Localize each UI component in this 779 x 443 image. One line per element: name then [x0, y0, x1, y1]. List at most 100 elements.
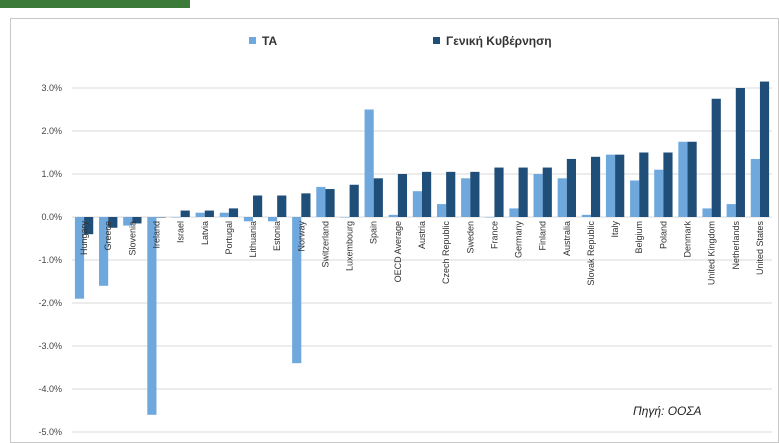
source-note: Πηγή: ΟΟΣΑ — [633, 404, 702, 418]
category-label: Denmark — [683, 221, 693, 258]
bar-general-government — [204, 210, 214, 217]
y-tick-label: -4.0% — [38, 384, 62, 394]
bar-general-government — [397, 174, 408, 217]
grid-lines — [72, 87, 772, 433]
legend-swatch-general-government — [433, 37, 440, 44]
legend: TA Γενική Κυβέρνηση — [249, 34, 552, 48]
bar-general-government — [84, 217, 94, 235]
category-label: Greece — [103, 221, 113, 251]
bar-general-government — [228, 208, 239, 217]
bar-ta — [316, 186, 326, 217]
category-label: Estonia — [272, 221, 282, 251]
category-label: Latvia — [200, 221, 210, 245]
bar-ta — [726, 204, 736, 217]
bar-ta — [702, 208, 712, 217]
bar-ta — [412, 191, 422, 217]
bar-general-government — [687, 141, 697, 217]
bar-ta — [123, 217, 133, 226]
bar-ta — [678, 141, 688, 217]
category-label: Germany — [514, 221, 524, 259]
bar-ta — [605, 154, 616, 217]
bar-general-government — [542, 167, 552, 217]
y-tick-label: 2.0% — [41, 126, 62, 136]
bar-ta — [243, 217, 254, 222]
bar-ta — [533, 174, 543, 217]
bar-ta — [630, 180, 640, 217]
bar-general-government — [639, 152, 649, 217]
bar-ta — [219, 212, 229, 217]
legend-label-general-government: Γενική Κυβέρνηση — [446, 34, 552, 48]
header-bar — [0, 0, 190, 8]
bar-general-government — [615, 154, 625, 217]
bar-ta — [750, 158, 760, 217]
bar-general-government — [494, 167, 504, 217]
category-label: Lithuania — [248, 221, 258, 258]
category-label: Sweden — [465, 221, 475, 254]
legend-swatch-ta — [249, 37, 256, 44]
bar-general-government — [325, 189, 335, 217]
legend-label-ta: TA — [262, 34, 277, 48]
chart-frame — [10, 18, 779, 443]
category-labels: Hungary Greece Slovenia Ireland Israel Latvia… — [79, 220, 765, 285]
category-label: Slovak Republic — [586, 221, 596, 286]
bar-general-government — [156, 217, 166, 218]
y-tick-label: 3.0% — [41, 83, 62, 93]
y-tick-label: -1.0% — [38, 255, 62, 265]
y-tick-label: -3.0% — [38, 341, 62, 351]
category-label: Czech Republic — [441, 221, 451, 285]
bar-general-government — [446, 171, 456, 217]
bar-ta — [268, 217, 278, 222]
category-label: Netherlands — [731, 220, 741, 269]
category-label: Poland — [658, 221, 668, 249]
y-tick-label: -2.0% — [38, 298, 62, 308]
bar-ta — [388, 214, 398, 217]
category-label: Italy — [610, 221, 620, 238]
category-label: Luxembourg — [345, 221, 355, 271]
bar-general-government — [132, 217, 142, 224]
bar-ta — [436, 204, 447, 217]
bar-general-government — [663, 152, 673, 217]
bar-ta — [485, 217, 495, 218]
category-label: France — [489, 221, 499, 249]
bar-ta — [74, 217, 85, 299]
bar-general-government — [349, 184, 359, 217]
y-tick-label: 1.0% — [41, 169, 62, 179]
bar-general-government — [108, 217, 118, 228]
bar-general-government — [518, 167, 528, 217]
bar-general-government — [735, 88, 745, 217]
category-label: Israel — [176, 221, 186, 243]
category-label: Ireland — [151, 221, 161, 249]
category-label: Slovenia — [127, 221, 137, 256]
bar-ta — [292, 217, 302, 364]
bar-general-government — [422, 171, 432, 217]
bar-general-government — [373, 178, 383, 217]
bar-general-government — [711, 98, 721, 217]
category-label: Portugal — [224, 221, 234, 255]
bar-ta — [99, 217, 109, 286]
category-label: Austria — [417, 221, 427, 249]
y-tick-label: 0.0% — [41, 212, 62, 222]
category-label: Norway — [296, 221, 306, 252]
bar-general-government — [590, 156, 601, 217]
category-label: Finland — [538, 221, 548, 251]
bar-general-government — [301, 193, 311, 217]
category-label: Spain — [369, 221, 379, 244]
category-label: Australia — [562, 221, 572, 256]
bars — [74, 81, 770, 415]
bar-general-government — [253, 195, 263, 217]
category-label: United Kingdom — [707, 221, 717, 285]
bar-ta — [509, 208, 519, 217]
bar-ta — [171, 217, 181, 218]
category-label: United States — [755, 220, 765, 275]
bar-general-government — [180, 210, 190, 217]
bar-ta — [654, 169, 664, 217]
category-label: Hungary — [79, 221, 89, 256]
bar-ta — [557, 178, 567, 217]
bar-ta — [364, 109, 374, 217]
y-axis-ticks: -5.0% -4.0% -3.0% -2.0% -1.0% 0.0% 1.0% 2.0% 3.0… — [38, 83, 62, 437]
category-label: Switzerland — [320, 221, 330, 268]
bar-ta — [147, 217, 157, 415]
bar-general-government — [277, 195, 287, 217]
